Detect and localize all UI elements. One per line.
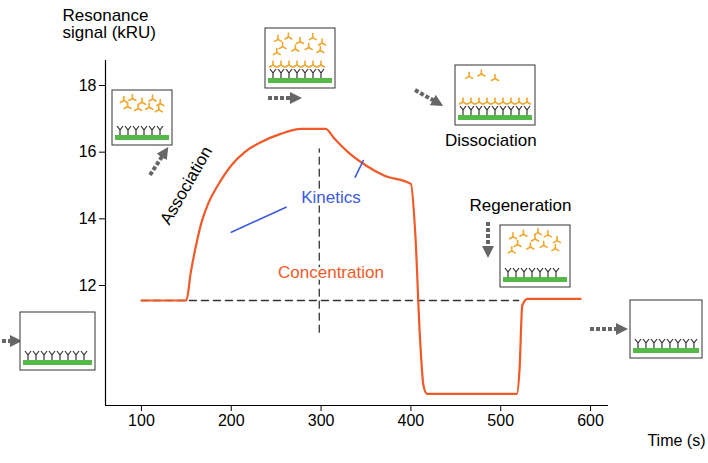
svg-text:500: 500 — [487, 412, 514, 429]
svg-text:14: 14 — [79, 210, 97, 227]
svg-text:Concentration: Concentration — [278, 263, 384, 282]
svg-text:Kinetics: Kinetics — [301, 188, 361, 207]
svg-text:400: 400 — [398, 412, 425, 429]
svg-text:200: 200 — [218, 412, 245, 429]
svg-text:Dissociation: Dissociation — [445, 131, 537, 150]
svg-text:Time (s): Time (s) — [647, 432, 705, 449]
svg-text:Resonancesignal (kRU): Resonancesignal (kRU) — [63, 6, 157, 42]
svg-text:Regeneration: Regeneration — [469, 196, 571, 215]
svg-text:16: 16 — [79, 143, 97, 160]
svg-text:100: 100 — [128, 412, 155, 429]
svg-text:18: 18 — [79, 77, 97, 94]
svg-text:12: 12 — [79, 277, 97, 294]
svg-text:Association: Association — [156, 143, 216, 228]
svg-text:600: 600 — [577, 412, 604, 429]
svg-text:300: 300 — [308, 412, 335, 429]
